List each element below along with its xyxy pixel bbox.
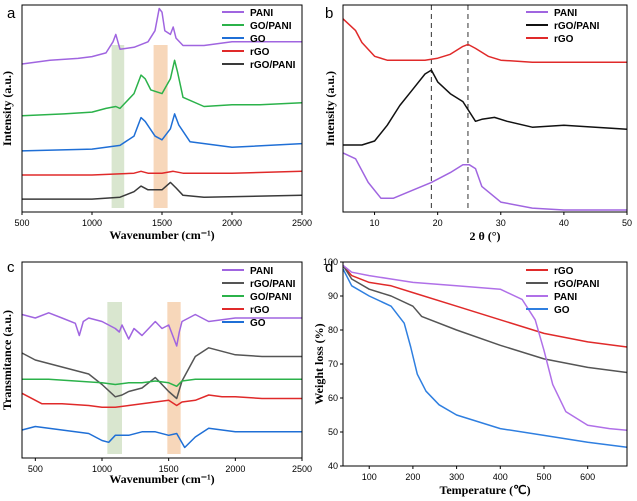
plot-frame xyxy=(342,4,628,213)
series-line-rgo xyxy=(342,264,628,348)
panel-b: 10 20 30 40 50 2 θ (°) Intensity (a.u.) b PANI rG… xyxy=(323,4,632,243)
x-tick-label: 10 xyxy=(370,218,380,228)
x-tick-label: 2500 xyxy=(292,464,312,474)
series-line-rgo-pani xyxy=(343,69,628,146)
y-axis-title: Transmitance (a.u.) xyxy=(0,310,14,410)
legend-label: rGO xyxy=(250,305,270,316)
y-tick-label: 40 xyxy=(328,461,338,471)
legend-label: rGO xyxy=(554,34,574,45)
x-tick-label: 1000 xyxy=(82,218,102,228)
legend-label: GO xyxy=(554,305,570,316)
series-line-rgo-pani xyxy=(342,264,628,374)
x-tick-label: 200 xyxy=(405,472,420,482)
legend-label: GO xyxy=(250,34,266,45)
legend-label: rGO xyxy=(250,47,270,58)
x-tick-label: 500 xyxy=(536,472,551,482)
y-tick-label: 90 xyxy=(328,291,338,301)
series-line-pani xyxy=(342,264,628,432)
legend-label: rGO/PANI xyxy=(250,60,296,71)
series-line-rgo xyxy=(21,392,302,409)
y-axis-title: Intensity (a.u.) xyxy=(323,71,337,146)
highlight-band-1 xyxy=(111,45,125,208)
series-line-go xyxy=(21,113,303,152)
series-line-rgo-pani xyxy=(22,181,303,200)
series-line-go xyxy=(21,425,302,449)
x-axis-title: 2 θ (°) xyxy=(469,229,500,243)
highlight-band-1 xyxy=(107,302,122,454)
legend-label: PANI xyxy=(250,266,273,277)
y-tick-label: 70 xyxy=(328,359,338,369)
x-tick-label: 500 xyxy=(14,218,29,228)
legend-label: PANI xyxy=(250,8,273,19)
series-line-go xyxy=(342,268,628,449)
panel-c: 500 1000 1500 2000 2500 Wavenumber (cm⁻¹) Tran… xyxy=(0,259,312,486)
x-tick-label: 1500 xyxy=(152,218,172,228)
x-tick-label: 500 xyxy=(28,464,43,474)
legend-label: PANI xyxy=(554,292,577,303)
panel-label: d xyxy=(325,259,333,276)
panel-a: 500 1000 1500 2000 2500 Wavenumber (cm⁻¹) Inte… xyxy=(0,4,312,242)
x-tick-label: 600 xyxy=(580,472,595,482)
y-axis-title: Intensity (a.u.) xyxy=(0,71,14,146)
panel-label: b xyxy=(325,5,333,22)
highlight-band-2 xyxy=(153,45,168,208)
legend-label: rGO/PANI xyxy=(554,21,600,32)
y-tick-label: 50 xyxy=(328,427,338,437)
x-tick-label: 50 xyxy=(622,218,632,228)
x-tick-label: 100 xyxy=(362,472,377,482)
y-axis-title: Weight loss (%) xyxy=(312,323,326,404)
series-line-pani xyxy=(21,312,302,347)
y-tick-label: 100 xyxy=(323,257,338,267)
legend-label: rGO xyxy=(554,266,574,277)
panel-label: a xyxy=(7,5,16,22)
x-tick-label: 20 xyxy=(433,218,443,228)
x-axis-title: Wavenumber (cm⁻¹) xyxy=(109,472,214,486)
series-line-go-pani xyxy=(21,59,303,117)
plot-frame xyxy=(21,261,303,459)
x-axis-title: Temperature (℃) xyxy=(439,483,530,497)
y-tick-label: 80 xyxy=(328,325,338,335)
x-tick-label: 40 xyxy=(559,218,569,228)
legend-label: rGO/PANI xyxy=(554,279,600,290)
x-tick-label: 300 xyxy=(449,472,464,482)
x-tick-label: 2000 xyxy=(225,464,245,474)
series-line-rgo xyxy=(22,170,303,176)
panel-label: c xyxy=(7,259,15,276)
x-axis-title: Wavenumber (cm⁻¹) xyxy=(109,228,214,242)
y-tick-label: 60 xyxy=(328,393,338,403)
legend-label: GO/PANI xyxy=(250,292,292,303)
x-tick-label: 1000 xyxy=(92,464,112,474)
x-tick-label: 1500 xyxy=(159,464,179,474)
legend-label: PANI xyxy=(554,8,577,19)
panel-d: 100 200 300 400 500 600 40 50 60 70 80 90 100 Tempera… xyxy=(312,257,628,497)
legend-label: GO xyxy=(250,318,266,329)
series-line-pani xyxy=(342,152,627,211)
legend-label: rGO/PANI xyxy=(250,279,296,290)
x-tick-label: 400 xyxy=(493,472,508,482)
x-tick-label: 2500 xyxy=(292,218,312,228)
series-line-pani xyxy=(21,7,302,65)
legend-label: GO/PANI xyxy=(250,21,292,32)
x-tick-label: 2000 xyxy=(222,218,242,228)
x-tick-label: 30 xyxy=(496,218,506,228)
plot-frame xyxy=(342,261,628,467)
series-line-rgo-pani xyxy=(21,347,302,400)
series-line-go-pani xyxy=(22,378,302,388)
series-line-rgo xyxy=(342,18,627,63)
